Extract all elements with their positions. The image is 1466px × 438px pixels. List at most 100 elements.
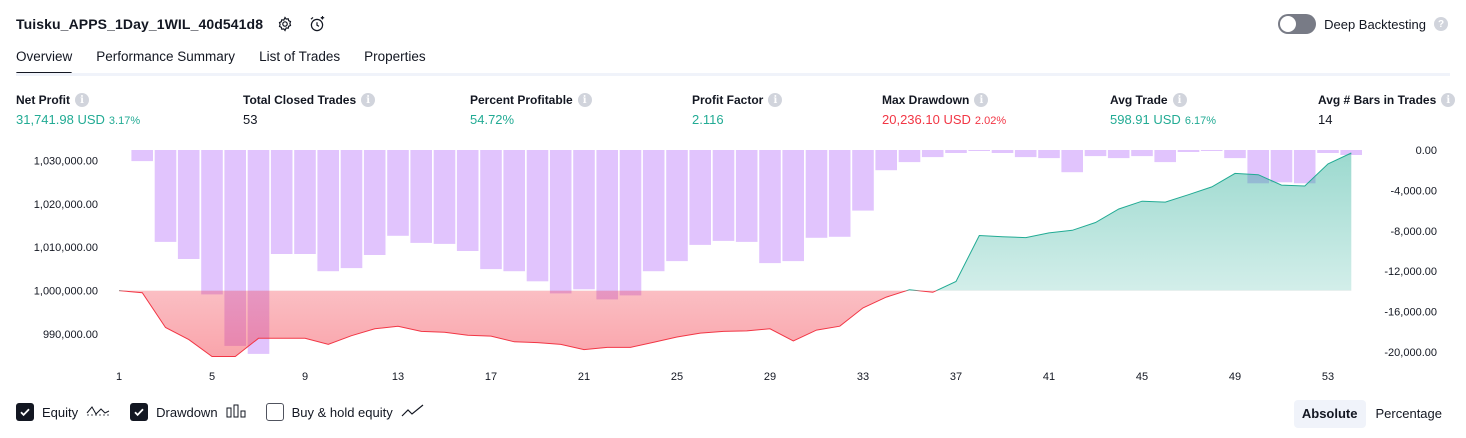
metric-value: 20,236.10 USD [882, 112, 971, 127]
drawdown-bar [898, 150, 921, 163]
drawdown-bar [735, 150, 758, 242]
x-axis-tick: 13 [392, 371, 404, 383]
strategy-title: Tuisku_APPS_1Day_1WIL_40d541d8 [16, 16, 264, 32]
drawdown-bar [596, 150, 618, 300]
x-axis-tick: 17 [485, 371, 497, 383]
drawdown-bar [875, 150, 897, 171]
metric-avg-trade: Avg Trade i 598.91 USD 6.17% [1110, 93, 1216, 127]
checkbox-unchecked-icon[interactable] [265, 403, 284, 421]
question-icon[interactable]: ? [1434, 17, 1448, 31]
info-icon[interactable]: i [768, 93, 783, 107]
scale-absolute-button[interactable]: Absolute [1293, 400, 1366, 428]
right-axis: 0.00 -4,000.00 -8,000.00 -12,000.00 -16,000.… [1384, 145, 1437, 359]
drawdown-bar [410, 150, 432, 243]
drawdown-bar [828, 150, 851, 237]
drawdown-bar [340, 150, 363, 269]
drawdown-bar [1293, 150, 1316, 184]
left-axis-tick: 1,000,000.00 [34, 286, 98, 298]
x-axis-tick: 37 [950, 371, 962, 383]
drawdown-bar [1200, 150, 1223, 151]
metric-percent: 2.02% [974, 115, 1007, 127]
equity-drawdown-chart[interactable]: 1,030,000.00 1,020,000.00 1,010,000.00 1,00… [0, 140, 1466, 395]
drawdown-bar [1224, 150, 1246, 159]
metric-avg-bars-in-trades: Avg # Bars in Trades i 14 [1318, 93, 1456, 127]
drawdown-bar [759, 150, 781, 264]
tab-properties[interactable]: Properties [364, 49, 426, 64]
left-axis-tick: 1,030,000.00 [34, 155, 98, 167]
line-chart-icon [86, 404, 110, 421]
bar-chart-icon [226, 404, 246, 421]
info-icon[interactable]: i [1172, 93, 1187, 107]
trend-line-icon [401, 404, 425, 421]
legend-label: Drawdown [156, 404, 218, 420]
left-axis-tick: 1,020,000.00 [34, 199, 98, 211]
drawdown-bar [1177, 150, 1200, 152]
x-axis: 1 5 9 13 17 21 25 29 33 37 41 45 49 53 [116, 371, 1334, 383]
x-axis-tick: 9 [302, 371, 308, 383]
metric-label: Net Profit [16, 93, 70, 107]
equity-series [118, 152, 1352, 357]
info-icon[interactable]: i [577, 93, 592, 107]
x-axis-tick: 5 [209, 371, 215, 383]
scale-percentage-button[interactable]: Percentage [1375, 406, 1443, 421]
x-axis-tick: 45 [1136, 371, 1148, 383]
legend-drawdown[interactable]: Drawdown [130, 403, 246, 421]
right-axis-tick: -8,000.00 [1391, 226, 1437, 238]
drawdown-bar [1270, 150, 1293, 183]
legend-buy-hold-equity[interactable]: Buy & hold equity [265, 403, 425, 421]
checkbox-checked-icon[interactable] [130, 403, 149, 421]
drawdown-bar [689, 150, 711, 245]
drawdown-bar [131, 150, 153, 162]
metric-value: 598.91 USD [1110, 112, 1181, 127]
x-axis-tick: 33 [857, 371, 869, 383]
metric-label: Avg Trade [1110, 93, 1168, 107]
tabs-divider [16, 73, 1450, 76]
metric-value: 54.72% [470, 112, 515, 127]
tab-overview[interactable]: Overview [16, 44, 73, 75]
alarm-clock-plus-icon[interactable] [307, 14, 327, 34]
info-icon[interactable]: i [361, 93, 376, 107]
left-axis-tick: 990,000.00 [43, 329, 98, 341]
drawdown-bar [1131, 150, 1153, 157]
equity-area-negative [119, 290, 937, 357]
right-axis-tick: -20,000.00 [1384, 347, 1437, 359]
drawdown-bar [573, 150, 595, 290]
metric-percent: 3.17% [108, 115, 141, 127]
left-axis: 1,030,000.00 1,020,000.00 1,010,000.00 1,00… [34, 155, 98, 341]
toggle-knob [1280, 16, 1297, 32]
metric-percent: 6.17% [1184, 115, 1217, 127]
tab-list-of-trades[interactable]: List of Trades [259, 49, 341, 64]
drawdown-bar [1340, 150, 1362, 155]
info-icon[interactable]: i [75, 93, 89, 107]
drawdown-bar [387, 150, 409, 236]
drawdown-bar [177, 150, 200, 259]
right-axis-tick: 0.00 [1416, 145, 1437, 157]
deep-backtesting: Deep Backtesting ? [1278, 13, 1448, 35]
tab-performance-summary[interactable]: Performance Summary [96, 49, 236, 64]
x-axis-tick: 53 [1322, 371, 1334, 383]
x-axis-tick: 1 [116, 371, 122, 383]
metric-value: 31,741.98 USD [16, 112, 105, 127]
gear-icon[interactable] [275, 14, 295, 34]
info-icon[interactable]: i [974, 93, 989, 107]
x-axis-tick: 21 [578, 371, 590, 383]
drawdown-bar [968, 150, 990, 151]
deep-backtesting-toggle[interactable] [1278, 14, 1317, 34]
equity-line-positive [118, 152, 1352, 291]
drawdown-bar [363, 150, 386, 255]
drawdown-bar [526, 150, 549, 282]
drawdown-bar [1061, 150, 1083, 173]
drawdown-bar [549, 150, 572, 294]
right-axis-tick: -12,000.00 [1384, 266, 1437, 278]
scale-switch: Absolute Percentage [1293, 400, 1450, 428]
drawdown-bar [1317, 150, 1339, 153]
legend-equity[interactable]: Equity [16, 403, 110, 421]
x-axis-tick: 29 [764, 371, 776, 383]
tab-bar: Overview Performance Summary List of Tra… [16, 44, 426, 75]
checkbox-checked-icon[interactable] [16, 403, 34, 421]
chart-legend: Equity Drawdown Buy & hold equity [16, 403, 425, 421]
info-icon[interactable]: i [1441, 93, 1456, 107]
equity-line-negative [118, 290, 938, 357]
drawdown-bar [456, 150, 479, 251]
drawdown-bar [666, 150, 688, 262]
